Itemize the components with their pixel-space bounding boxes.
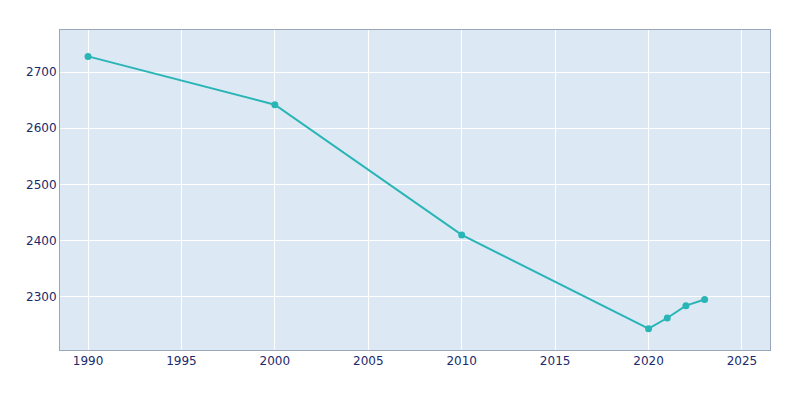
svg-text:2700: 2700 [26,65,57,79]
svg-text:1990: 1990 [73,354,104,368]
svg-text:2005: 2005 [353,354,384,368]
svg-text:2300: 2300 [26,290,57,304]
svg-text:2400: 2400 [26,234,57,248]
svg-text:1995: 1995 [166,354,197,368]
svg-text:2600: 2600 [26,121,57,135]
svg-text:2500: 2500 [26,178,57,192]
svg-text:2015: 2015 [540,354,571,368]
svg-text:2000: 2000 [260,354,291,368]
svg-text:2010: 2010 [446,354,477,368]
svg-text:2020: 2020 [633,354,664,368]
svg-text:2025: 2025 [727,354,758,368]
